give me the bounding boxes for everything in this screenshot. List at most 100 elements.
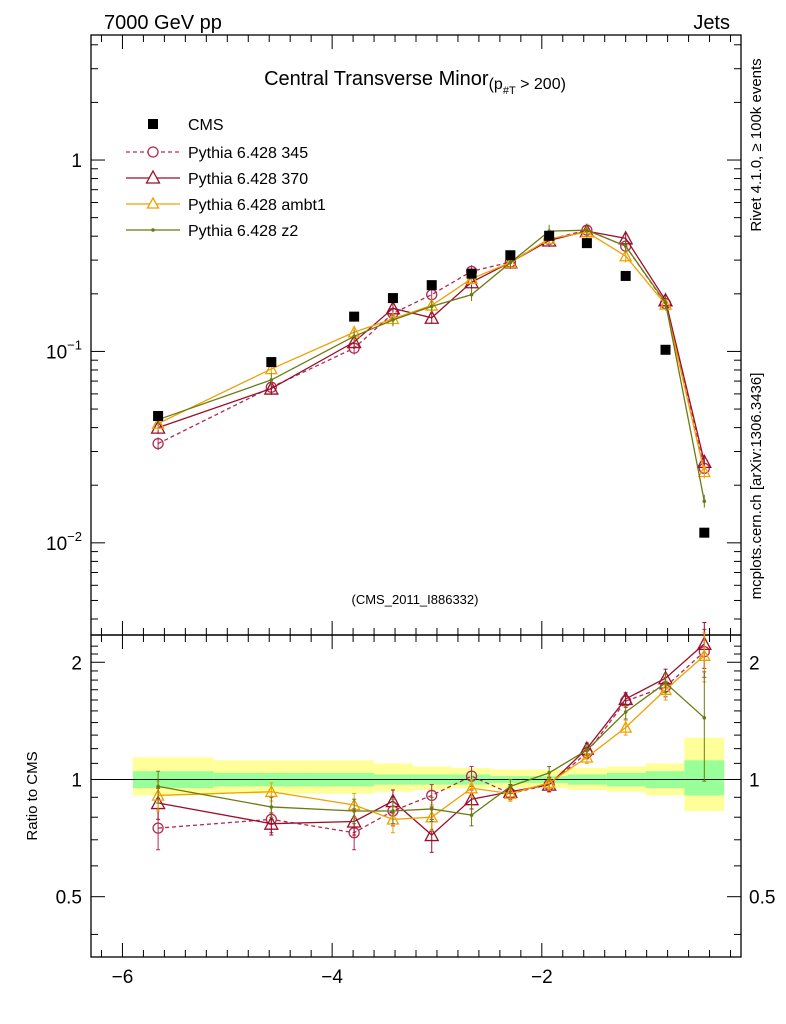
plot-title-sub-tail: > 200) [516, 76, 566, 93]
axis-labels: −6 −4 −2 1 10−1 10−2 0.5 0.5 1 1 2 2 [46, 151, 775, 988]
pythia-6-428-z2-main-point [702, 499, 707, 504]
pythia-6-428-370-ratio-line [157, 643, 705, 836]
legend-marker-pythia-ambt1 [146, 196, 160, 209]
ratio-y-tick-label-right: 2 [749, 653, 760, 674]
cms-data-point [387, 293, 398, 304]
pythia-6-428-ambt1-main-point [151, 416, 165, 429]
plot-title-main: Central Transverse Minor [264, 68, 489, 90]
y-tick-exponent: −1 [67, 337, 82, 352]
pythia-6-428-z2-main-point [269, 378, 274, 382]
pythia-6-428-ambt1-ratio-point [619, 720, 633, 733]
y-tick-label: 1 [71, 151, 82, 172]
pythia-6-428-ambt1-ratio-point [580, 750, 594, 763]
pythia-6-428-370-ratio-point [618, 691, 634, 706]
pythia-6-428-z2-ratio-point [269, 805, 274, 809]
plot-title-sub: (p [489, 76, 503, 93]
pythia-6-428-345-main-line [157, 229, 705, 469]
pythia-6-428-z2-main-point [429, 304, 434, 309]
legend-label-pythia-345: Pythia 6.428 345 [188, 145, 308, 162]
pythia-6-428-370-main-point [263, 380, 279, 395]
cms-data-point [153, 410, 164, 421]
pythia-6-428-z2-ratio-point [429, 807, 434, 811]
pythia-6-428-ambt1-ratio-point [264, 784, 278, 798]
legend-item-pythia-345: Pythia 6.428 345 [126, 145, 308, 162]
pythia-6-428-z2-ratio-point [702, 716, 707, 720]
ratio-y-tick-label: 0.5 [56, 888, 82, 909]
plot-title-sub-index: #T [503, 85, 516, 97]
cms-uncertainty-band [91, 737, 741, 811]
y-tick-label: 10−1 [46, 337, 82, 363]
axis-ticks [91, 35, 741, 957]
legend-item-pythia-z2: Pythia 6.428 z2 [126, 223, 298, 240]
x-tick-label: −2 [531, 967, 553, 988]
legend-label-cms: CMS [188, 117, 224, 134]
pythia-6-428-370-ratio-point [263, 815, 279, 830]
pythia-6-428-370-main-line [157, 230, 705, 462]
pythia-6-428-370-main-point [346, 334, 362, 349]
pythia-6-428-z2-main-point [352, 334, 356, 339]
pythia-6-428-ambt1-ratio-point [503, 786, 517, 799]
pythia-6-428-370-ratio-point [424, 827, 440, 842]
rivet-label: Rivet 4.1.0, ≥ 100k events [748, 58, 765, 231]
y-tick-label: 10−2 [46, 529, 82, 555]
pythia-6-428-z2-main-point [623, 244, 628, 248]
pythia-6-428-z2-main-point [508, 260, 513, 265]
pythia-6-428-ambt1-ratio-point [542, 776, 556, 789]
pythia-6-428-345-ratio-point [152, 822, 164, 834]
pythia-6-428-ambt1-ratio-point [697, 648, 711, 661]
pythia-6-428-370-main-point [463, 274, 480, 289]
legend: CMS Pythia 6.428 345 Pythia 6.428 370 Py… [126, 117, 326, 240]
ratio-y-tick-label-right: 0.5 [749, 888, 775, 909]
legend-label-pythia-z2: Pythia 6.428 z2 [188, 223, 298, 240]
legend-item-cms: CMS [148, 117, 224, 134]
mcplots-label: mcplots.cern.ch [arXiv:1306.3436] [748, 373, 765, 600]
ratio-y-tick-label: 2 [71, 653, 82, 674]
pythia-6-428-370-main-point [424, 309, 440, 324]
legend-marker-cms [148, 119, 158, 129]
plot-title: Central Transverse Minor(p#T > 200) [264, 68, 566, 97]
pythia-6-428-z2-ratio-point [663, 681, 668, 685]
pythia-6-428-z2-main-point [391, 318, 395, 322]
pythia-6-428-ambt1-ratio-line [158, 655, 705, 820]
pythia-6-428-z2-ratio-point [623, 710, 628, 714]
legend-label-pythia-ambt1: Pythia 6.428 ambt1 [188, 197, 326, 214]
header-process: Jets [693, 12, 730, 34]
pythia-6-428-ambt1-ratio-point [464, 781, 479, 794]
legend-item-pythia-370: Pythia 6.428 370 [126, 169, 308, 188]
pythia-6-428-z2-ratio-point [469, 813, 474, 817]
pythia-6-428-z2-ratio-point [585, 748, 589, 752]
cms-data-point [349, 311, 360, 322]
analysis-id: (CMS_2011_I886332) [352, 592, 479, 607]
pythia-6-428-z2-main-line [157, 229, 705, 502]
pythia-6-428-370-main-point [150, 419, 166, 434]
pythia-6-428-z2-main-point [469, 292, 474, 297]
pythia-6-428-z2-ratio-point [391, 809, 395, 813]
cms-data-point [266, 357, 277, 368]
pythia-6-428-z2-ratio-point [352, 809, 356, 813]
cms-data-point [466, 268, 477, 279]
pythia-6-428-345-ratio-line [158, 651, 705, 834]
legend-item-pythia-ambt1: Pythia 6.428 ambt1 [126, 196, 326, 214]
ratio-panel-frame [90, 634, 742, 958]
pythia-6-428-z2-ratio-point [547, 771, 551, 775]
pythia-6-428-ambt1-main-line [157, 231, 705, 472]
y-tick-exponent: −2 [67, 529, 82, 544]
pythia-6-428-370-ratio-point [346, 813, 362, 828]
legend-marker-pythia-345 [147, 146, 159, 158]
x-tick-label: −4 [321, 967, 343, 988]
pythia-6-428-z2-ratio-point [156, 784, 160, 789]
pythia-6-428-ambt1-main-point [658, 297, 673, 310]
pythia-6-428-z2-main-point [585, 228, 589, 232]
pythia-6-428-z2-main-point [663, 300, 668, 305]
pythia-6-428-z2-ratio-point [508, 784, 513, 789]
pythia-6-428-ambt1-main-point [697, 464, 711, 478]
cms-data-point [620, 270, 631, 281]
cms-data-point [581, 238, 592, 249]
pythia-6-428-z2-ratio-line [157, 682, 705, 816]
data-series [150, 223, 712, 853]
ratio-y-tick-label: 1 [71, 770, 82, 791]
ratio-y-tick-label-right: 1 [749, 770, 760, 791]
pythia-6-428-345-main-point [152, 437, 164, 450]
pythia-6-428-ambt1-ratio-point [658, 682, 673, 696]
